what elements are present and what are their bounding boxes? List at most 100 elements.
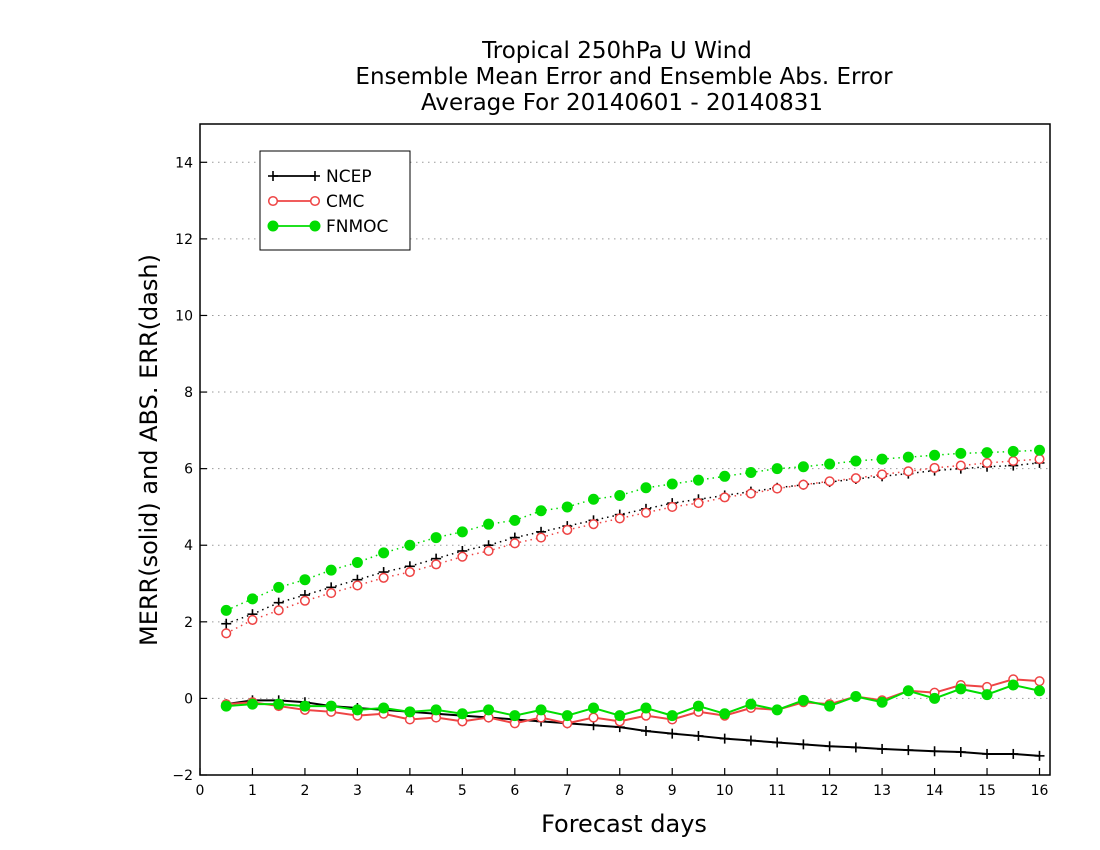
fnmoc-mean-error-point [719,708,731,720]
plot-frame [199,123,1051,776]
fnmoc-mean-error-point [745,698,757,710]
x-tick-label: 8 [615,783,624,799]
cmc-abs-error-point [981,457,993,468]
fnmoc-abs-error-point [614,489,626,501]
cmc-abs-error-point [378,572,389,583]
fnmoc-mean-error-point [640,702,652,714]
series-layer [220,444,1046,761]
x-tick-label: 2 [300,783,309,799]
fnmoc-abs-error-point [273,581,285,593]
fnmoc-mean-error-point [771,704,783,716]
x-tick-label: 5 [458,783,467,799]
fnmoc-abs-error-point [797,461,809,473]
fnmoc-mean-error-point [981,689,993,701]
ncep-mean-error-point [745,735,756,746]
cmc-abs-error-point [850,473,861,484]
ncep-mean-error-point [955,747,966,758]
fnmoc-abs-error-line [225,449,1040,612]
cmc-abs-error-point [247,614,258,625]
x-tick-label: 6 [510,783,519,799]
cmc-abs-error-point [404,566,415,578]
fnmoc-abs-error-point [640,482,652,494]
x-tick-label: 13 [873,783,891,799]
cmc-abs-error-point [877,469,888,480]
legend-label-cmc: CMC [326,192,364,212]
fnmoc-mean-error-point [430,704,442,716]
cmc-abs-error-point [667,501,678,512]
cmc-abs-error-point [719,492,730,503]
fnmoc-mean-error-point [614,710,626,722]
legend-marker [268,171,278,181]
fnmoc-abs-error-point [483,518,495,530]
x-tick-label: 11 [768,783,786,799]
y-tick-label: 0 [184,691,193,707]
y-tick-label: 8 [184,385,193,401]
fnmoc-mean-error-point [325,700,337,712]
fnmoc-mean-error-point [692,700,704,712]
ncep-mean-error-point [798,739,809,750]
cmc-abs-error-point [221,628,232,639]
fnmoc-mean-error-point [1007,679,1019,691]
fnmoc-abs-error-point [378,547,390,559]
chart-title-line-3: Average For 20140601 - 20140831 [421,90,823,116]
fnmoc-mean-error-point [561,710,573,722]
fnmoc-abs-error-point [588,493,600,505]
fnmoc-abs-error-point [745,466,757,478]
fnmoc-abs-error-point [666,478,678,490]
fnmoc-abs-error-point [246,593,258,605]
fnmoc-mean-error-point [220,700,232,712]
x-tick-label: 14 [926,783,944,799]
legend-item-ncep: NCEP [268,167,372,187]
fnmoc-mean-error-point [824,700,836,712]
fnmoc-mean-error-point [299,700,311,712]
x-tick-label: 15 [978,783,996,799]
x-tick-label: 0 [196,783,205,799]
y-tick-label: 2 [184,615,193,631]
cmc-abs-error-line [225,458,1040,634]
ncep-mean-error-point [693,730,704,741]
cmc-mean-error-point [1034,676,1045,687]
cmc-abs-error-point [588,519,599,530]
ncep-mean-error-point [667,728,678,739]
y-tick-label: 4 [184,538,193,554]
fnmoc-mean-error-point [456,708,468,720]
legend-marker [267,220,279,232]
fnmoc-abs-error-point [850,455,862,467]
cmc-abs-error-point [299,595,310,606]
x-tick-label: 10 [716,783,734,799]
chart-title: Tropical 250hPa U Wind Ensemble Mean Err… [355,38,893,116]
fnmoc-abs-error-point [299,574,311,586]
series-cmc [221,454,1045,729]
fnmoc-mean-error-point [876,696,888,708]
cmc-abs-error-point [1008,455,1019,467]
x-tick-label: 3 [353,783,362,799]
ncep-abs-error-line [225,462,1040,625]
fnmoc-abs-error-point [351,556,363,568]
fnmoc-mean-error-point [797,694,809,706]
fnmoc-abs-error-point [535,505,547,517]
y-axis-label: MERR(solid) and ABS. ERR(dash) [135,254,163,646]
cmc-abs-error-point [693,498,704,509]
fnmoc-mean-error-point [850,690,862,702]
fnmoc-abs-error-point [430,532,442,544]
cmc-mean-error-line [226,678,1040,725]
y-tick-label: 12 [175,232,193,248]
fnmoc-abs-error-point [981,447,993,459]
y-tick-label: −2 [172,768,193,784]
ncep-abs-error-point [221,618,232,629]
fnmoc-mean-error-point [588,702,600,714]
ncep-mean-error-point [1034,750,1045,761]
cmc-abs-error-point [929,462,940,473]
legend-marker [309,220,321,232]
cmc-abs-error-point [1034,454,1045,465]
y-tick-label: 14 [175,155,193,171]
cmc-abs-error-point [483,545,494,557]
ncep-mean-error-point [772,737,783,748]
cmc-abs-error-point [745,488,756,499]
legend-marker [310,171,320,181]
cmc-abs-error-point [509,538,520,549]
cmc-abs-error-point [824,476,835,487]
fnmoc-mean-error-point [1034,685,1046,697]
fnmoc-abs-error-point [692,474,704,486]
